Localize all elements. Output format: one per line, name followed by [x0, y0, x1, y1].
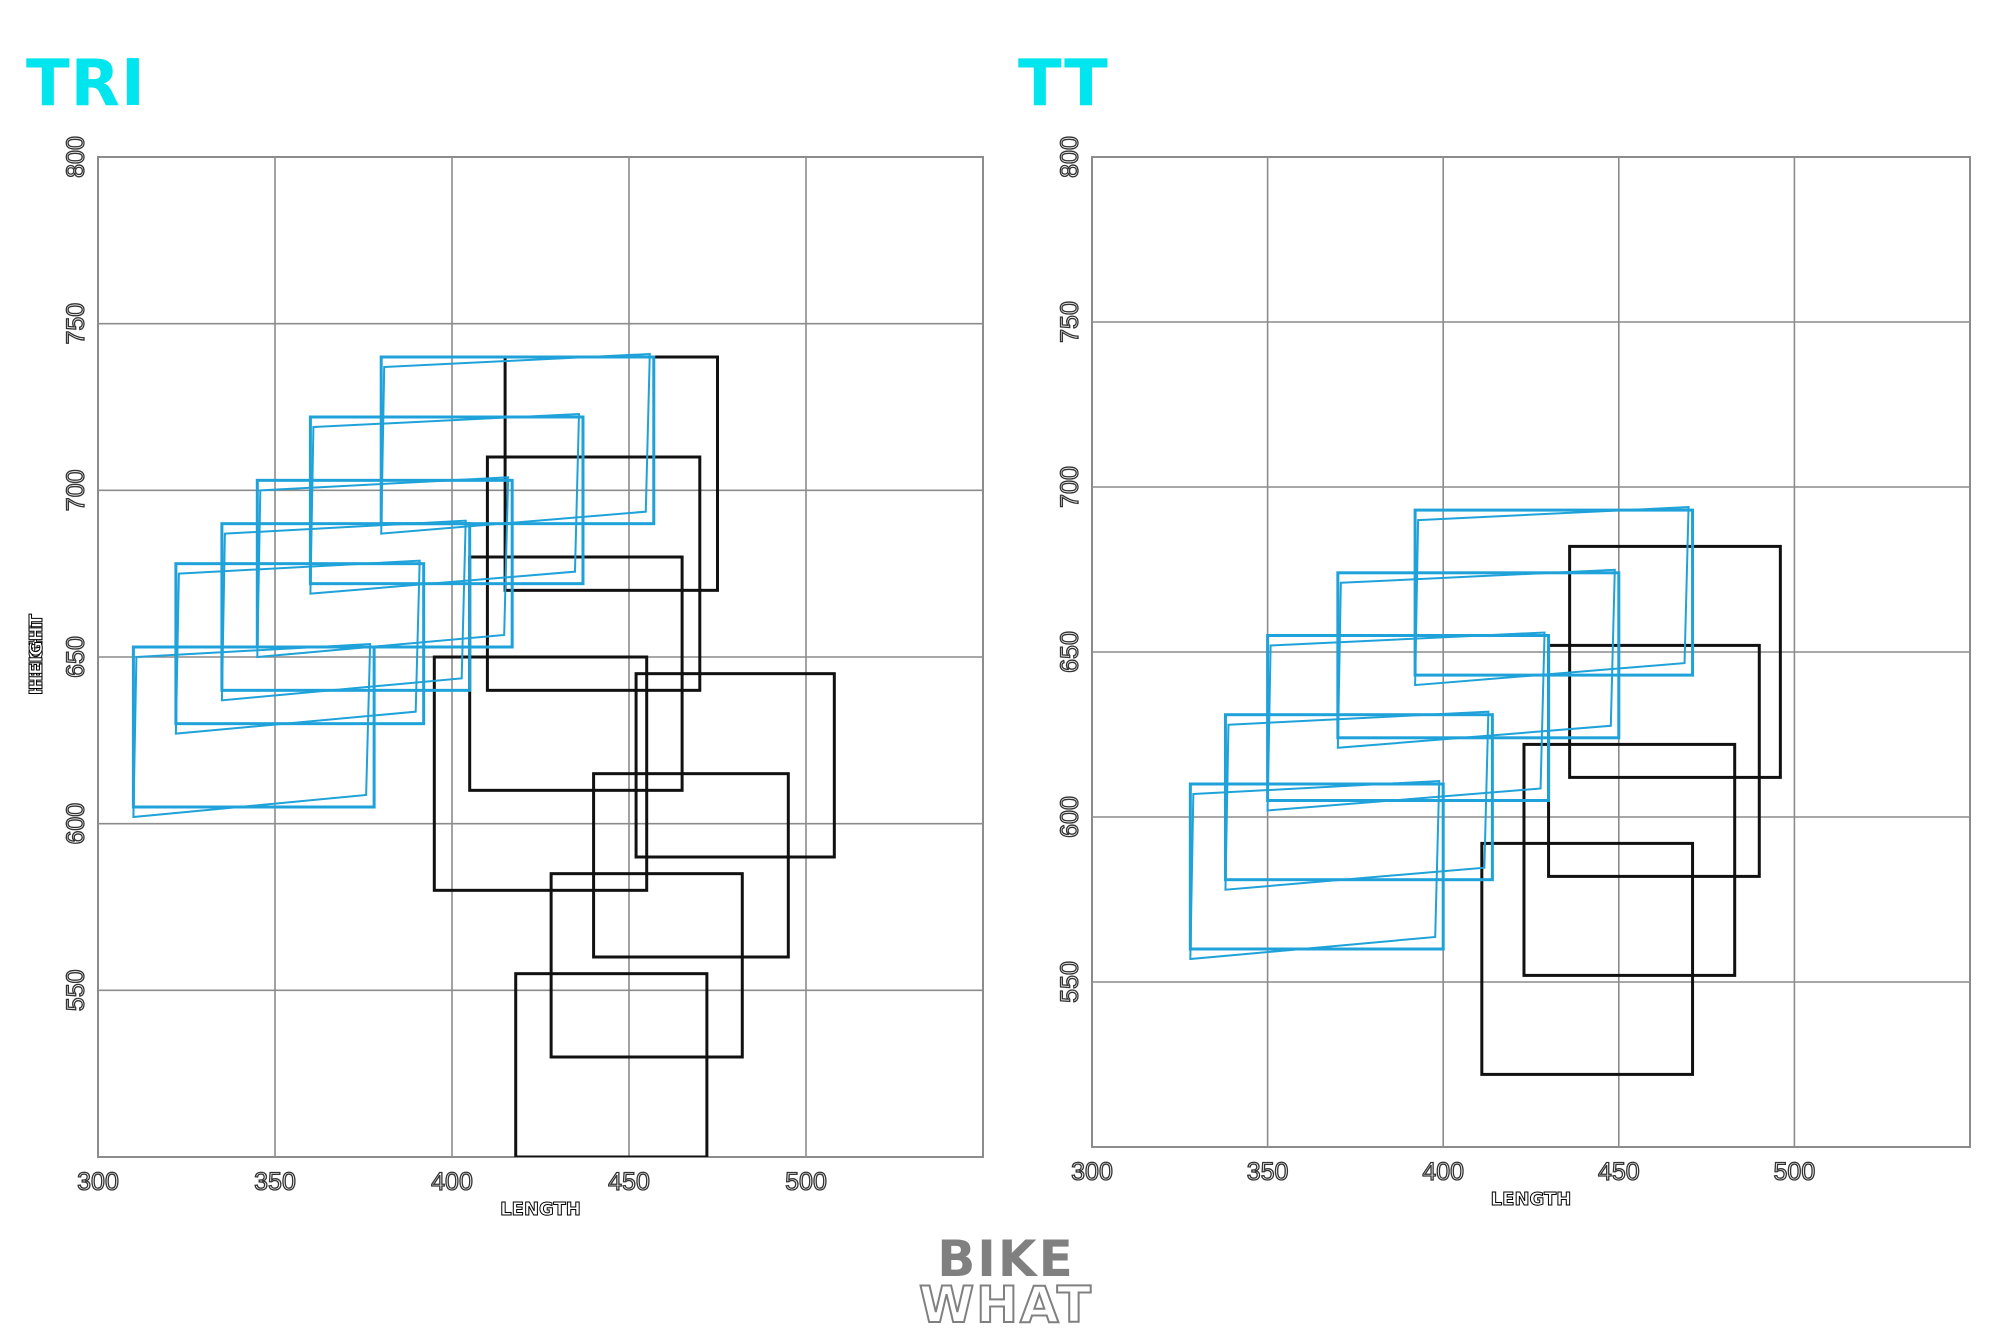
x-tick-label: 400	[431, 1168, 473, 1196]
y-tick-label: 650	[62, 636, 90, 678]
tri-geometry-rect	[131, 645, 376, 809]
tri-geometry-rect	[308, 415, 585, 586]
y-tick-label: 550	[1056, 961, 1084, 1003]
tri-geometry-rect	[1223, 713, 1494, 882]
bikewhat-logo: BIKE WHAT	[906, 1230, 1106, 1334]
geometry-outline	[1336, 568, 1616, 749]
x-tick-label: 450	[608, 1168, 650, 1196]
x-axis-label: LENGTH	[1491, 1189, 1572, 1210]
x-tick-label: 350	[254, 1168, 296, 1196]
plot-marks	[131, 352, 836, 1157]
x-tick-label: 350	[1247, 1158, 1289, 1186]
tri-geometry-rect	[1413, 508, 1695, 677]
tri-geometry-rect	[379, 355, 656, 526]
x-tick-label: 300	[1071, 1158, 1113, 1186]
geometry-outline	[380, 352, 651, 535]
road-geometry-rect	[634, 672, 836, 859]
plot-marks	[1188, 506, 1782, 1076]
road-geometry-rect	[1568, 544, 1782, 779]
road-geometry-rect	[485, 455, 702, 692]
geometry-outline	[309, 412, 581, 595]
x-tick-label: 500	[785, 1168, 827, 1196]
y-tick-label: 750	[1056, 301, 1084, 343]
y-tick-label: 700	[1056, 466, 1084, 508]
geometry-outline	[132, 642, 372, 819]
tri-geometry-rect	[1266, 634, 1551, 802]
road-geometry-rect	[1547, 643, 1761, 878]
y-axis-label: HEIGHT	[26, 613, 47, 690]
x-axis-label: LENGTH	[500, 1199, 581, 1220]
tri-geometry-rect	[174, 562, 426, 726]
y-tick-label: 600	[1056, 796, 1084, 838]
road-geometry-rect	[549, 872, 744, 1059]
x-tick-label: 400	[1422, 1158, 1464, 1186]
tri-geometry-rect	[1188, 782, 1445, 951]
chart-tri: 300 350 400 450 500 550 600 650 700 750 800 LENGTH H…	[26, 135, 984, 1221]
x-tick-label: 450	[1598, 1158, 1640, 1186]
logo-line2: WHAT	[918, 1276, 1093, 1334]
y-tick-label: 600	[62, 803, 90, 845]
geometry-outline	[1414, 506, 1690, 687]
y-tick-label: 750	[62, 303, 90, 345]
y-tick-label: 550	[62, 969, 90, 1011]
tri-geometry-rect	[1336, 571, 1621, 740]
chart-title-tt: TT	[1018, 47, 1109, 121]
logo-line1: BIKE	[937, 1230, 1075, 1288]
y-tick-label: 800	[62, 136, 90, 178]
y-tick-label: 700	[62, 469, 90, 511]
road-geometry-rect	[1480, 841, 1695, 1076]
tri-geometry-rect	[220, 522, 472, 692]
chart-tt: 300 350 400 450 500 550 600 650 700 750 800 LENGTH H…	[26, 135, 1971, 1211]
x-tick-label: 500	[1774, 1158, 1816, 1186]
y-tick-label: 650	[1056, 631, 1084, 673]
road-geometry-rect	[1522, 742, 1737, 977]
y-axis-label: HEIGHT	[26, 618, 47, 695]
chart-title-tri: TRI	[26, 47, 146, 121]
road-geometry-rect	[514, 972, 709, 1157]
road-geometry-rect	[503, 355, 719, 592]
y-tick-label: 800	[1056, 136, 1084, 178]
road-geometry-rect	[592, 772, 790, 959]
x-tick-label: 300	[77, 1168, 119, 1196]
